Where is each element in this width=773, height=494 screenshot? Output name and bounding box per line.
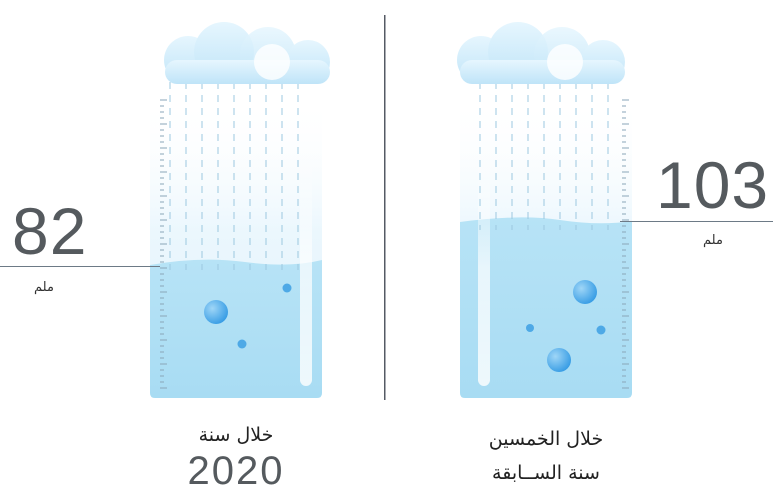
rain-streaks: [479, 82, 609, 230]
pointer-line-right: [620, 221, 773, 222]
water-fill: [150, 259, 322, 398]
cloud-icon: [164, 22, 330, 84]
caption-line1-right: خلال الخمسين: [488, 428, 604, 450]
cloud-icon: [457, 22, 625, 84]
measurement-ticks: [622, 99, 629, 389]
rain-streaks: [169, 82, 299, 270]
value-2020: 82: [12, 194, 88, 268]
pointer-line-left: [0, 266, 160, 267]
glass-sheen: [478, 150, 490, 386]
unit-label-right: ملم: [703, 233, 723, 248]
year-2020-label: 2020: [187, 449, 285, 493]
water-fill: [460, 217, 632, 398]
glass-sheen: [300, 150, 312, 386]
measurement-ticks: [160, 99, 167, 389]
gauge-past-50-years: [457, 22, 632, 398]
water-drops: [526, 280, 606, 372]
caption-line2-right: سنة الســابقة: [492, 462, 600, 484]
value-past-50-years: 103: [656, 148, 770, 222]
water-drops: [204, 283, 292, 349]
gauge-2020: [150, 22, 330, 398]
center-divider: [384, 15, 386, 400]
unit-label-left: ملم: [34, 280, 54, 295]
caption-line1-left: خلال سنة: [198, 424, 274, 446]
